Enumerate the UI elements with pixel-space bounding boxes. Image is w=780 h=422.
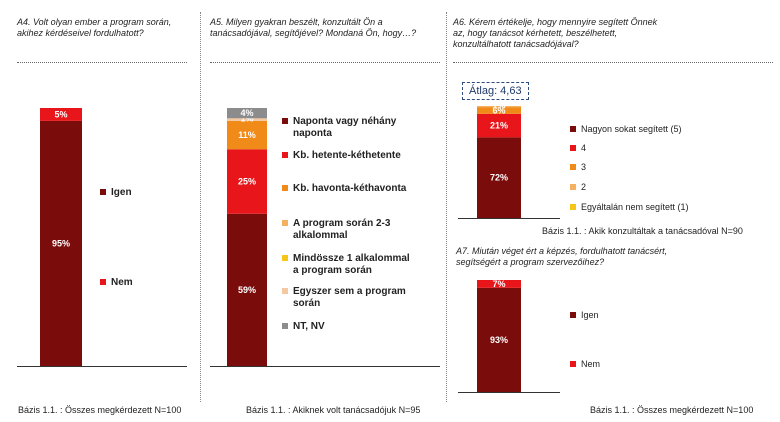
chart-2-bar-segment-3 bbox=[477, 106, 521, 108]
chart-1-legend-label-6: NT, NV bbox=[293, 321, 325, 332]
chart-1-bar-segment-1 bbox=[227, 149, 267, 214]
a4-title-rule bbox=[17, 62, 187, 63]
a6-average-badge: Átlag: 4,63 bbox=[462, 82, 529, 100]
chart-3-data-label-0: 93% bbox=[490, 335, 508, 345]
panel-divider-1 bbox=[200, 12, 201, 402]
chart-1-legend-label-3: A program során 2-3 alkalommal bbox=[293, 218, 391, 241]
a5-base-note: Bázis 1.1. : Akiknek volt tanácsadójuk N… bbox=[246, 405, 421, 415]
a4-base-note: Bázis 1.1. : Összes megkérdezett N=100 bbox=[18, 405, 182, 415]
chart-1-legend-swatch-1 bbox=[282, 152, 288, 158]
a7-question: A7. Miután véget ért a képzés, fordulhat… bbox=[456, 246, 668, 267]
chart-1-legend-swatch-5 bbox=[282, 288, 288, 294]
chart-1-data-label-1: 25% bbox=[238, 177, 256, 187]
chart-2-data-label-1: 21% bbox=[490, 121, 508, 131]
chart-1-bar-segment-6 bbox=[227, 108, 267, 119]
panel-divider-2 bbox=[446, 12, 447, 402]
chart-1-bar-segment-0 bbox=[227, 213, 267, 366]
chart-1-legend-swatch-0 bbox=[282, 118, 288, 124]
chart-2-bar-segment-0 bbox=[477, 137, 521, 218]
chart-1-data-label-2: 11% bbox=[238, 130, 256, 140]
a7-base-note: Bázis 1.1. : Összes megkérdezett N=100 bbox=[590, 405, 754, 415]
chart-3-legend-label-1: Nem bbox=[581, 359, 600, 369]
chart-1-bar-segment-2 bbox=[227, 120, 267, 150]
a5-question: A5. Milyen gyakran beszélt, konzultált Ö… bbox=[210, 17, 417, 38]
a4-question: A4. Volt olyan ember a program során, ak… bbox=[17, 17, 172, 38]
chart-1-legend-swatch-2 bbox=[282, 185, 288, 191]
chart-0-legend-swatch-0 bbox=[100, 189, 106, 195]
chart-2-legend-label-4: Egyáltalán nem segített (1) bbox=[581, 202, 689, 212]
chart-0-bar-segment-1 bbox=[40, 108, 82, 121]
chart-2-legend-label-0: Nagyon sokat segített (5) bbox=[581, 124, 682, 134]
chart-2-data-label-0: 72% bbox=[490, 173, 508, 183]
chart-1-legend-swatch-4 bbox=[282, 255, 288, 261]
chart-0-bar-segment-0 bbox=[40, 120, 82, 367]
a6-question: A6. Kérem értékelje, hogy mennyire segít… bbox=[453, 17, 658, 49]
chart-3-legend-swatch-0 bbox=[570, 312, 576, 318]
chart-3-data-label-1: 7% bbox=[492, 279, 505, 289]
a5-title-rule bbox=[210, 62, 440, 63]
chart-0-legend-label-0: Igen bbox=[111, 187, 132, 198]
chart-3-bar-segment-0 bbox=[477, 287, 521, 392]
chart-0-legend-label-1: Nem bbox=[111, 277, 133, 288]
chart-2-legend-label-1: 4 bbox=[581, 143, 586, 153]
chart-1-legend-swatch-3 bbox=[282, 220, 288, 226]
chart-2-legend-label-3: 2 bbox=[581, 182, 586, 192]
chart-2-bar-segment-2 bbox=[477, 107, 521, 114]
chart-2-legend-swatch-3 bbox=[570, 184, 576, 190]
chart-1-data-label-0: 59% bbox=[238, 285, 256, 295]
chart-1-legend-label-0: Naponta vagy néhány naponta bbox=[293, 116, 397, 139]
chart-2-legend-swatch-2 bbox=[570, 164, 576, 170]
chart-2-legend-label-2: 3 bbox=[581, 162, 586, 172]
chart-3-bar-segment-1 bbox=[477, 280, 521, 288]
chart-1-bar-segment-5 bbox=[227, 118, 267, 121]
chart-1-legend-label-2: Kb. havonta-kéthavonta bbox=[293, 183, 407, 194]
a6-base-note: Bázis 1.1. : Akik konzultáltak a tanácsa… bbox=[542, 226, 743, 236]
chart-0-data-label-0: 95% bbox=[52, 238, 70, 248]
chart-1-legend-label-5: Egyszer sem a program során bbox=[293, 286, 406, 309]
chart-2-legend-swatch-0 bbox=[570, 126, 576, 132]
chart-0-data-label-1: 5% bbox=[54, 109, 67, 119]
chart-1-data-label-6: 4% bbox=[240, 108, 253, 118]
chart-2-legend-swatch-4 bbox=[570, 204, 576, 210]
chart-1-legend-label-1: Kb. hetente-kéthetente bbox=[293, 150, 401, 161]
chart-0-legend-swatch-1 bbox=[100, 279, 106, 285]
chart-1-legend-swatch-6 bbox=[282, 323, 288, 329]
chart-3-legend-swatch-1 bbox=[570, 361, 576, 367]
chart-2-bar-segment-1 bbox=[477, 113, 521, 138]
chart-1-legend-label-4: Mindössze 1 alkalommal a program során bbox=[293, 253, 410, 276]
a6-title-rule bbox=[453, 62, 773, 63]
chart-2-legend-swatch-1 bbox=[570, 145, 576, 151]
chart-2-data-label-3: 1% bbox=[492, 101, 505, 111]
chart-3-legend-label-0: Igen bbox=[581, 310, 599, 320]
chart-2-data-label-2: 6% bbox=[492, 105, 505, 115]
chart-1-data-label-5: 1% bbox=[240, 114, 253, 124]
